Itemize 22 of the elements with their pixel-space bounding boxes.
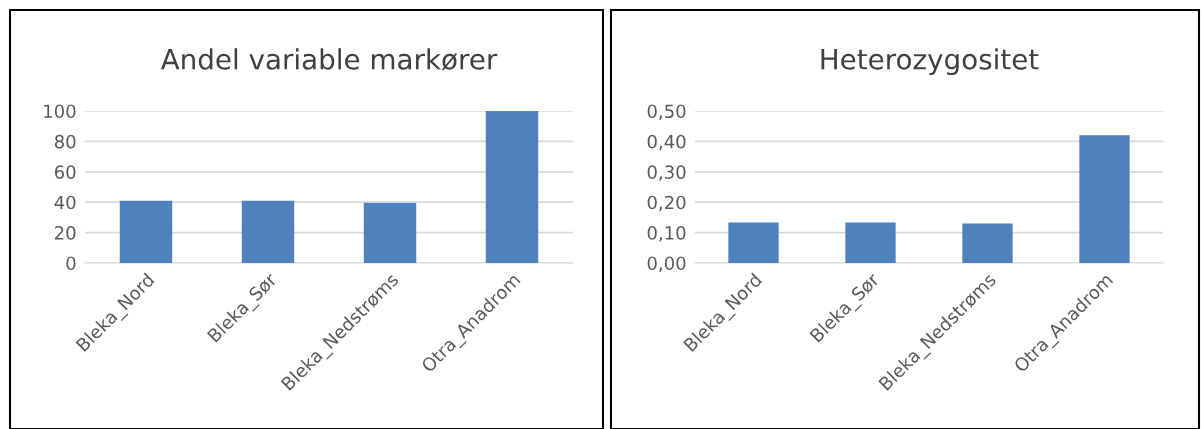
chart-title: Andel variable markører [160, 48, 498, 71]
y-tick-label: 40 [54, 195, 76, 210]
bar [363, 202, 417, 263]
y-tick-label: 0,40 [647, 134, 686, 151]
bar [728, 222, 779, 263]
bar [241, 200, 295, 263]
y-tick-label: 0,20 [647, 195, 686, 212]
y-tick-label: 0,50 [647, 104, 686, 120]
chart-title: Heterozygositet [821, 48, 1039, 76]
y-tick-label: 0,00 [647, 256, 686, 272]
bar [119, 200, 173, 263]
y-tick-label: 20 [55, 226, 76, 240]
bar [1079, 135, 1130, 263]
y-tick-label: 0,10 [647, 226, 686, 242]
y-tick-label: 0,30 [647, 165, 686, 181]
y-tick-label: 0 [66, 256, 76, 271]
y-tick-label: 80 [54, 134, 76, 149]
bar [845, 222, 896, 263]
y-tick-label: 60 [54, 165, 76, 179]
bar [485, 111, 539, 263]
y-tick-label: 100 [44, 104, 76, 119]
bar [962, 223, 1013, 263]
